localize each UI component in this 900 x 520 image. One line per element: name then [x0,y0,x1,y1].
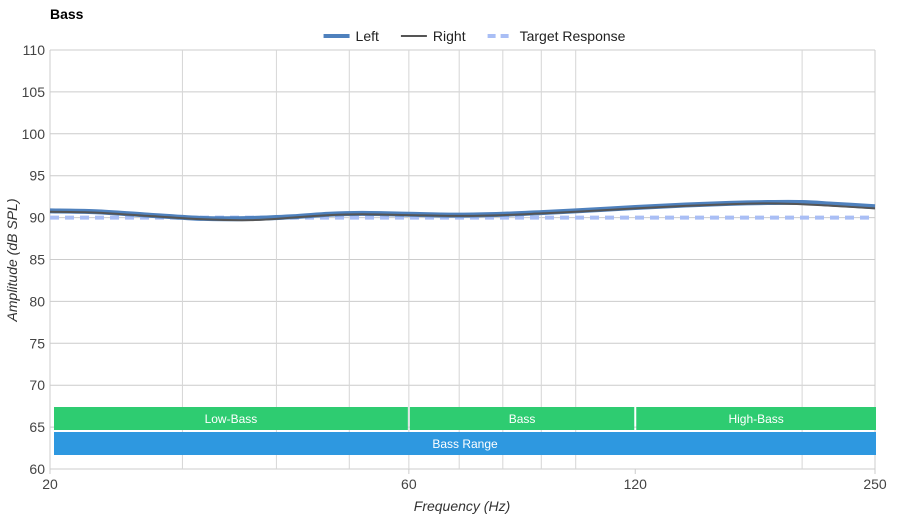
legend-label-right: Right [433,28,466,44]
x-tick-label-120: 120 [624,476,648,492]
range-band-high-bass [636,407,876,430]
range-band-bass [409,407,635,430]
y-tick-label-60: 60 [29,461,45,477]
x-tick-label-250: 250 [863,476,887,492]
y-tick-label-110: 110 [23,42,46,58]
range-label-low-bass: Low-Bass [205,412,258,426]
y-axis-label: Amplitude (dB SPL) [4,199,20,323]
legend-label-target-response: Target Response [520,28,626,44]
range-label-high-bass: High-Bass [728,412,783,426]
y-tick-label-80: 80 [29,293,45,309]
y-tick-label-90: 90 [29,210,45,226]
chart-title: Bass [50,6,84,22]
series-line-right [49,202,876,222]
series-lines [49,199,876,222]
range-label-bass: Bass [509,412,536,426]
range-band-low-bass [54,407,408,430]
y-tick-label-95: 95 [29,168,45,184]
y-tick-label-85: 85 [29,252,45,268]
y-tick-label-100: 100 [22,126,46,142]
x-axis-label: Frequency (Hz) [414,498,510,514]
y-tick-label-65: 65 [29,419,45,435]
grid-lines [49,49,876,470]
y-tick-label-75: 75 [29,335,45,351]
y-tick-label-105: 105 [22,84,46,100]
y-tick-label-70: 70 [29,377,45,393]
range-band-bass-range [54,432,876,455]
range-label-bass-range: Bass Range [432,437,498,451]
frequency-ranges: Low-Bass Bass High-Bass Bass Range [54,407,876,455]
legend-label-left: Left [356,28,379,44]
x-tick-label-20: 20 [42,476,58,492]
legend: Left Right Target Response [323,28,626,44]
x-tick-label-60: 60 [401,476,417,492]
